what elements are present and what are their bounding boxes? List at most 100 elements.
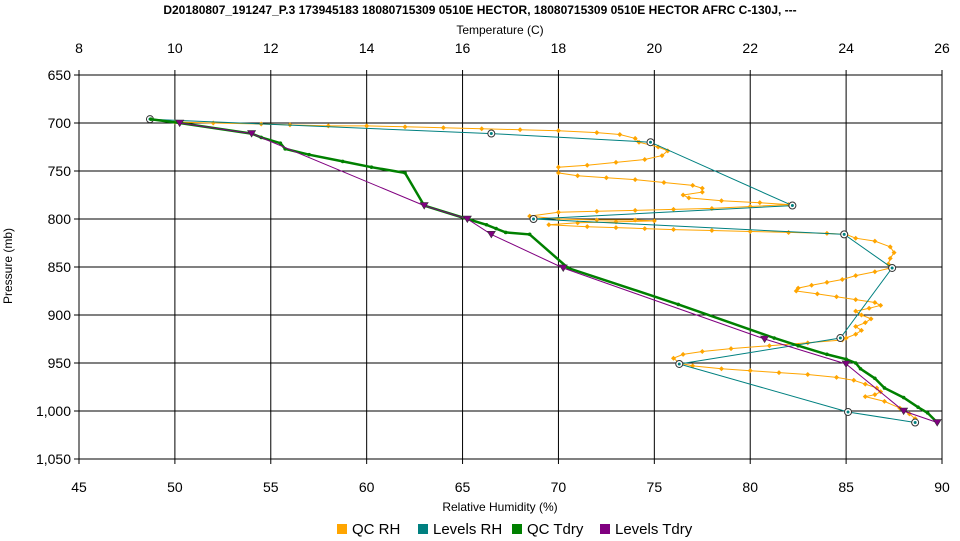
- data-point-qc-tdry: [772, 336, 776, 340]
- temperature-tick-label: 16: [455, 40, 471, 56]
- data-point-qc-rh: [613, 159, 619, 165]
- data-point-qc-rh: [887, 244, 893, 250]
- data-point-qc-rh: [776, 370, 782, 376]
- rh-tick-label: 65: [455, 479, 471, 495]
- temperature-tick-label: 12: [263, 40, 279, 56]
- data-point-qc-rh: [699, 189, 705, 195]
- data-point-qc-rh: [671, 227, 677, 233]
- data-point-qc-rh: [699, 185, 705, 191]
- data-point-levels-tdry: [419, 202, 429, 210]
- rh-tick-label: 50: [167, 479, 183, 495]
- top-axis-label: Temperature (C): [456, 23, 543, 37]
- pressure-tick-label: 800: [48, 211, 72, 227]
- data-point-levels-tdry: [462, 215, 472, 224]
- data-point-qc-rh: [709, 228, 715, 234]
- data-point-qc-rh: [699, 348, 705, 354]
- rh-tick-label: 70: [551, 479, 567, 495]
- data-point-qc-rh: [440, 125, 446, 131]
- pressure-tick-label: 750: [48, 163, 72, 179]
- data-point-qc-rh: [325, 123, 331, 129]
- data-point-qc-rh: [872, 300, 878, 306]
- data-point-qc-rh: [555, 170, 561, 176]
- data-point-qc-tdry: [149, 117, 153, 121]
- temperature-tick-label: 18: [551, 40, 567, 56]
- data-point-qc-rh: [862, 381, 868, 387]
- pressure-tick-label: 850: [48, 259, 72, 275]
- data-point-qc-tdry: [796, 343, 800, 348]
- pressure-tick-label: 1,000: [36, 403, 71, 419]
- data-point-qc-rh: [872, 269, 878, 275]
- data-point-qc-rh: [851, 377, 857, 383]
- series-line-qc-rh: [149, 118, 916, 423]
- data-point-qc-rh: [555, 209, 561, 215]
- data-point-qc-rh: [680, 192, 686, 198]
- data-point-qc-rh: [642, 156, 648, 162]
- data-point-levels-tdry: [486, 231, 496, 239]
- data-point-qc-rh: [402, 124, 408, 130]
- data-point-qc-tdry: [825, 352, 829, 357]
- data-point-qc-tdry: [527, 232, 532, 237]
- data-point-qc-tdry: [853, 361, 858, 365]
- data-point-qc-rh: [887, 255, 893, 261]
- rh-tick-label: 85: [838, 479, 854, 495]
- pressure-tick-label: 1,050: [36, 451, 71, 467]
- legend-label-qc-tdry: QC Tdry: [527, 521, 584, 538]
- temperature-tick-label: 26: [934, 40, 950, 56]
- data-point-qc-rh: [594, 208, 600, 214]
- data-point-qc-rh: [632, 177, 638, 183]
- data-point-qc-rh: [603, 175, 609, 181]
- legend-swatch-levels-rh: [418, 524, 428, 534]
- data-point-qc-tdry: [916, 405, 920, 409]
- pressure-tick-label: 650: [48, 67, 72, 83]
- data-point-qc-rh: [853, 273, 859, 279]
- rh-tick-label: 45: [71, 479, 87, 495]
- data-point-levels-tdry: [899, 407, 909, 416]
- data-point-qc-tdry: [307, 152, 311, 157]
- data-point-qc-rh: [632, 217, 638, 223]
- data-point-qc-rh: [659, 153, 665, 159]
- data-point-qc-rh: [853, 308, 859, 314]
- data-point-qc-rh: [690, 182, 696, 188]
- data-point-levels-tdry: [247, 130, 257, 138]
- data-point-qc-rh: [878, 302, 884, 308]
- data-point-qc-rh: [686, 195, 692, 201]
- pressure-tick-label: 900: [48, 307, 72, 323]
- data-point-qc-tdry: [844, 357, 848, 361]
- data-point-qc-rh: [584, 162, 590, 168]
- data-point-levels-rh-core: [489, 132, 493, 136]
- data-point-qc-tdry: [278, 141, 283, 145]
- rh-tick-label: 55: [263, 479, 279, 495]
- temperature-tick-label: 20: [647, 40, 663, 56]
- legend-swatch-qc-tdry: [512, 524, 522, 534]
- chart-title: D20180807_191247_P.3 173945183 180807153…: [163, 3, 796, 17]
- data-point-levels-tdry: [558, 264, 568, 273]
- rh-tick-label: 80: [742, 479, 758, 495]
- data-point-levels-rh-core: [842, 232, 846, 236]
- series-line-levels-tdry: [179, 122, 938, 423]
- data-point-qc-rh: [853, 297, 859, 303]
- data-point-qc-rh: [613, 225, 619, 231]
- data-point-qc-rh: [834, 294, 840, 300]
- data-point-qc-tdry: [858, 366, 863, 371]
- data-point-qc-rh: [757, 200, 763, 206]
- rh-tick-label: 90: [934, 479, 950, 495]
- data-point-qc-rh: [834, 374, 840, 380]
- data-point-levels-rh-core: [846, 410, 850, 414]
- data-point-qc-rh: [809, 282, 815, 288]
- data-point-qc-tdry: [901, 395, 906, 400]
- data-point-qc-rh: [555, 164, 561, 170]
- pressure-tick-label: 950: [48, 355, 72, 371]
- data-point-qc-rh: [642, 226, 648, 232]
- data-point-qc-rh: [546, 222, 552, 228]
- rh-tick-label: 75: [647, 479, 663, 495]
- series-group: [145, 115, 942, 427]
- legend-label-levels-rh: Levels RH: [433, 521, 502, 538]
- data-point-qc-rh: [814, 291, 820, 297]
- data-point-qc-rh: [766, 343, 772, 349]
- data-point-qc-tdry: [494, 226, 498, 231]
- data-point-qc-tdry: [369, 165, 374, 169]
- temperature-tick-label: 8: [75, 40, 83, 56]
- temperature-tick-label: 22: [742, 40, 758, 56]
